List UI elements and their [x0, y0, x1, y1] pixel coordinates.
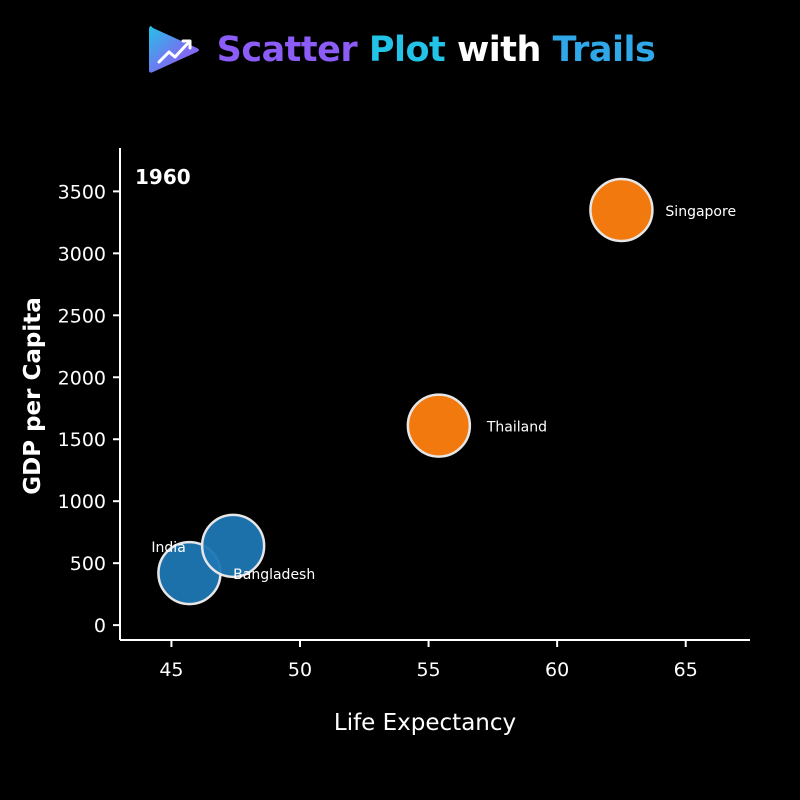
y-tick-label-3500: 3500 [58, 181, 106, 203]
point-thailand [406, 393, 472, 458]
y-tick-label-2000: 2000 [58, 367, 106, 389]
y-tick-label-3000: 3000 [58, 243, 106, 265]
y-tick-label-1000: 1000 [58, 491, 106, 513]
x-tick-label-45: 45 [159, 659, 183, 681]
y-axis-label: GDP per Capita [20, 297, 46, 495]
y-tick-label-1500: 1500 [58, 429, 106, 451]
year-label: 1960 [135, 165, 191, 189]
page-title: Scatter Plot with Trails [217, 30, 656, 70]
x-axis-label: Life Expectancy [334, 710, 516, 736]
y-tick-label-0: 0 [94, 615, 106, 637]
point-singapore [589, 177, 654, 243]
header: Scatter Plot with Trails [0, 18, 800, 82]
title-word-plot: Plot [368, 30, 446, 70]
point-label-singapore: Singapore [665, 204, 736, 220]
point-label-india: India [151, 540, 185, 556]
x-tick-label-55: 55 [416, 659, 440, 681]
title-word-scatter: Scatter [216, 30, 358, 70]
x-tick-label-50: 50 [288, 659, 312, 681]
point-label-bangladesh: Bangladesh [233, 567, 315, 583]
x-tick-label-60: 60 [545, 659, 569, 681]
title-word-trails: Trails [552, 30, 656, 70]
x-tick-label-65: 65 [674, 659, 698, 681]
y-tick-label-500: 500 [70, 553, 106, 575]
point-bangladesh [200, 513, 266, 579]
play-chart-logo-icon [148, 26, 199, 73]
point-label-thailand: Thailand [486, 420, 547, 436]
y-tick-label-2500: 2500 [58, 305, 106, 327]
title-word-with: with [456, 30, 541, 70]
